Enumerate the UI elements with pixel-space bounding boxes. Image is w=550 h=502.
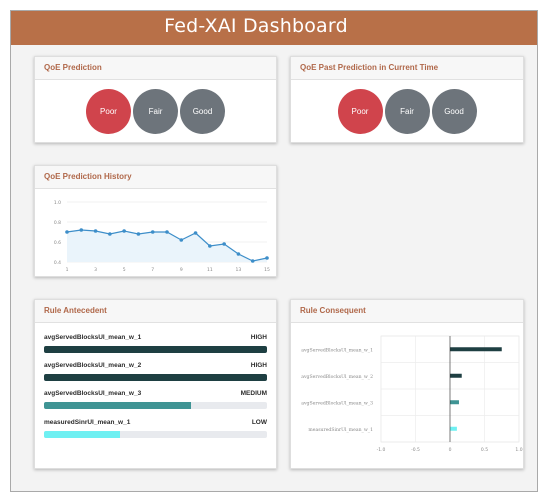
rule-bar-fill [44,402,192,409]
history-point [179,238,184,242]
option-fair[interactable]: Fair [133,89,178,134]
x-tick-label: -0.5 [411,447,420,453]
x-tick-label: 5 [123,267,126,273]
x-tick-label: 9 [180,267,183,273]
rule-antecedent-card: Rule Antecedent avgServedBlocksUl_mean_w… [34,299,277,469]
rule-row: avgServedBlocksUl_mean_w_1 HIGH [44,334,267,353]
history-area [67,230,267,262]
history-point [165,230,169,234]
x-tick-label: 3 [94,267,97,273]
option-fair[interactable]: Fair [384,89,430,134]
option-good[interactable]: Good [180,89,225,134]
card-title: QoE Prediction [35,57,276,80]
option-good[interactable]: Good [431,89,477,134]
rule-bar-track [44,431,267,438]
dashboard-frame: Fed-XAI Dashboard QoE Prediction Poor Fa… [10,10,538,492]
qoe-history-card: QoE Prediction History 0.4 0.6 0.8 1.0 1 3 5 7 9… [34,165,277,277]
history-point [108,232,112,236]
history-point [79,228,84,232]
history-point [122,229,126,233]
option-poor[interactable]: Poor [337,89,383,134]
header-bar: Fed-XAI Dashboard [11,11,537,45]
rule-level: MEDIUM [240,390,267,397]
history-point [150,230,155,234]
x-tick-label: 13 [236,267,242,273]
card-title: QoE Past Prediction in Current Time [291,57,523,80]
x-tick-label: 1.0 [515,447,522,453]
card-title: QoE Prediction History [35,166,276,189]
rule-consequent-chart: -1.0 -0.5 0 0.5 1.0 avgServedBlocksUl_mean_w_… [301,335,523,453]
qoe-prediction-options: Poor Fair Good [35,89,276,134]
category-label: avgServedBlocksUl_mean_w_2 [301,374,373,380]
card-title: Rule Consequent [291,300,523,323]
history-point [193,231,198,235]
qoe-past-prediction-card: QoE Past Prediction in Current Time Poor… [290,56,524,143]
x-tick-label: 0.5 [481,447,488,453]
history-point [208,244,212,248]
rule-row: avgServedBlocksUl_mean_w_2 HIGH [44,362,267,381]
qoe-past-options: Poor Fair Good [291,89,523,134]
y-tick-label: 0.6 [54,240,61,246]
rule-level: HIGH [250,362,267,369]
history-point [250,259,255,263]
rule-row: measuredSinrUl_mean_w_1 LOW [44,419,267,438]
consequent-bar [450,347,502,352]
rule-bar-track [44,346,267,353]
rule-level: LOW [251,419,267,426]
rule-name: avgServedBlocksUl_mean_w_2 [44,362,142,369]
history-point [222,242,226,246]
history-point [236,252,241,256]
x-tick-label: -1.0 [377,447,386,453]
rule-level: HIGH [250,334,267,341]
option-poor[interactable]: Poor [86,89,131,134]
rule-name: measuredSinrUl_mean_w_1 [44,419,131,426]
rule-bar-fill [44,374,267,381]
category-label: measuredSinrUl_mean_w_1 [308,427,373,433]
consequent-bar [450,373,462,378]
qoe-history-chart: 0.40.60.81.01 3 5 7 9 11 13 15 [54,200,270,273]
x-tick-label: 7 [151,267,154,273]
qoe-prediction-card: QoE Prediction Poor Fair Good [34,56,277,143]
history-point [65,230,69,234]
rule-bar-fill [44,346,267,353]
x-tick-label: 1 [66,267,69,273]
history-point [93,229,98,233]
rule-row: avgServedBlocksUl_mean_w_3 MEDIUM [44,390,267,409]
x-tick-label: 11 [207,267,213,273]
x-tick-label: 15 [264,267,270,273]
y-tick-label: 1.0 [54,200,61,206]
consequent-bar [450,426,457,431]
dashboard-title: Fed-XAI Dashboard [164,15,348,37]
rule-name: avgServedBlocksUl_mean_w_3 [44,390,142,397]
y-tick-label: 0.8 [54,220,61,226]
rule-bar-fill [44,431,120,438]
consequent-bar [450,400,459,405]
rule-bar-track [44,402,267,409]
category-label: avgServedBlocksUl_mean_w_3 [301,400,373,406]
history-point [265,256,269,260]
card-title: Rule Antecedent [35,300,276,323]
rule-bar-track [44,374,267,381]
y-tick-label: 0.4 [54,260,61,266]
rule-consequent-card: Rule Consequent -1.0 -0.5 0 0.5 1.0 avgServed… [290,299,524,469]
history-point [136,232,141,236]
rule-name: avgServedBlocksUl_mean_w_1 [44,334,142,341]
category-label: avgServedBlocksUl_mean_w_1 [301,347,373,353]
x-tick-label: 0 [449,447,452,453]
